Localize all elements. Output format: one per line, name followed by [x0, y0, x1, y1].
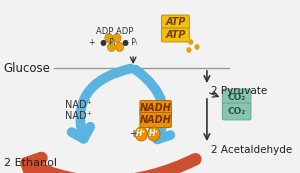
Text: ATP: ATP [165, 17, 186, 27]
Circle shape [186, 47, 191, 53]
FancyBboxPatch shape [222, 103, 251, 120]
FancyBboxPatch shape [140, 112, 171, 128]
Text: Glucose: Glucose [4, 61, 50, 75]
FancyBboxPatch shape [161, 15, 189, 29]
Text: H⁺: H⁺ [149, 130, 159, 139]
Text: ATP: ATP [165, 30, 186, 40]
Circle shape [135, 127, 148, 141]
Text: NAD⁺: NAD⁺ [65, 100, 92, 110]
Text: NADH: NADH [140, 103, 172, 113]
FancyArrowPatch shape [135, 70, 170, 139]
Text: +: + [129, 129, 137, 139]
Text: NAD⁺: NAD⁺ [65, 111, 92, 121]
FancyBboxPatch shape [161, 28, 189, 42]
Text: 2 Acetaldehyde: 2 Acetaldehyde [211, 145, 292, 155]
Circle shape [194, 44, 200, 50]
Text: NADH: NADH [140, 115, 172, 125]
Circle shape [188, 39, 193, 45]
Text: CO₂: CO₂ [227, 93, 246, 102]
Text: CO₂: CO₂ [227, 107, 246, 116]
Circle shape [105, 34, 113, 43]
FancyArrowPatch shape [72, 69, 130, 139]
Text: ADP ADP: ADP ADP [97, 26, 134, 35]
Circle shape [107, 43, 116, 52]
Circle shape [148, 127, 160, 141]
FancyBboxPatch shape [140, 101, 171, 116]
Text: 2 Ethanol: 2 Ethanol [4, 158, 57, 168]
Circle shape [116, 43, 124, 52]
FancyBboxPatch shape [222, 89, 251, 106]
Text: +  ● Pᵢ   ● Pᵢ: + ● Pᵢ ● Pᵢ [89, 38, 137, 47]
Text: 2 Pyruvate: 2 Pyruvate [211, 86, 267, 96]
Text: H⁺: H⁺ [136, 130, 146, 139]
Circle shape [113, 34, 121, 43]
FancyArrowPatch shape [27, 158, 195, 173]
